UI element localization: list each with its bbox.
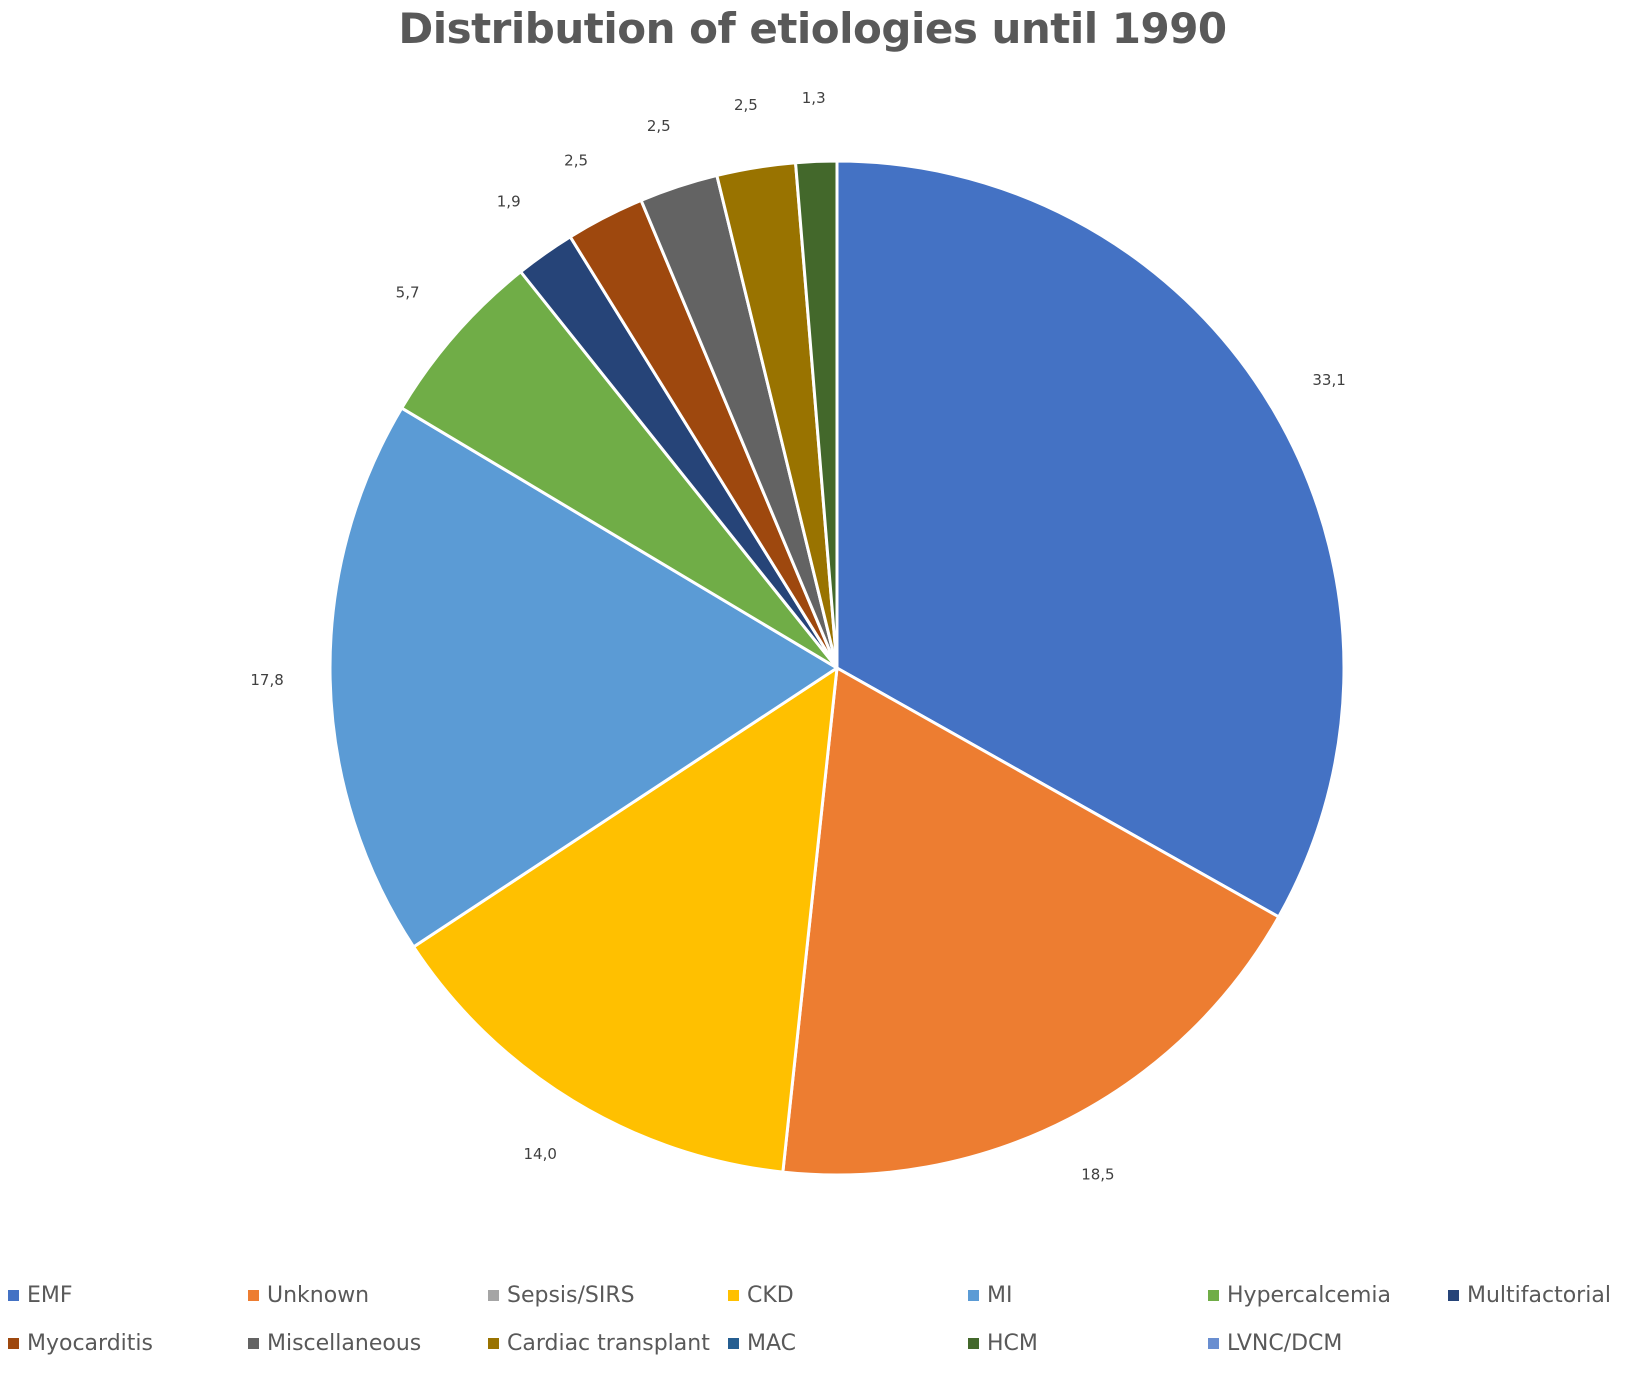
legend-swatch — [1448, 1290, 1459, 1301]
chart-title: Distribution of etiologies until 1990 — [398, 4, 1227, 53]
legend-item-ckd: CKD — [728, 1283, 794, 1308]
legend-item-myocarditis: Myocarditis — [8, 1331, 153, 1356]
legend-label: Cardiac transplant — [507, 1331, 710, 1356]
legend-item-mac: MAC — [728, 1331, 796, 1356]
legend-item-lvnc-dcm: LVNC/DCM — [1208, 1331, 1342, 1356]
legend-label: Miscellaneous — [267, 1331, 422, 1356]
pie-slice-hypercalcemia — [400, 270, 839, 670]
legend-item-hypercalcemia: Hypercalcemia — [1208, 1283, 1391, 1308]
legend-swatch — [968, 1290, 979, 1301]
legend-item-hcm: HCM — [968, 1331, 1038, 1356]
pie-slice-emf — [835, 159, 1346, 919]
legend-item-emf: EMF — [8, 1283, 73, 1308]
legend-swatch — [968, 1338, 979, 1349]
pie-chart: 33,1 18,5 14,0 17,8 5,7 1,9 2,5 2,5 2,5 1,3 — [250, 89, 1346, 1183]
legend-label: Hypercalcemia — [1227, 1283, 1391, 1308]
legend-label: MI — [987, 1283, 1013, 1308]
legend-label: EMF — [27, 1283, 73, 1308]
pie-slice-hcm — [794, 159, 839, 670]
legend-item-multifactorial: Multifactorial — [1448, 1283, 1611, 1308]
legend-swatch — [488, 1290, 499, 1301]
legend-label: Unknown — [267, 1283, 370, 1308]
legend-item-mi: MI — [968, 1283, 1012, 1308]
legend-item-miscellaneous: Miscellaneous — [248, 1331, 421, 1356]
data-label-hypercalcemia: 5,7 — [396, 284, 420, 302]
data-label-mi: 17,8 — [250, 671, 283, 689]
legend-label: CKD — [747, 1283, 794, 1308]
legend-label: Sepsis/SIRS — [507, 1283, 635, 1308]
legend-swatch — [8, 1338, 19, 1349]
data-label-emf: 33,1 — [1312, 371, 1345, 389]
legend-swatch — [728, 1338, 739, 1349]
legend-label: Myocarditis — [27, 1331, 153, 1356]
legend-label: Multifactorial — [1467, 1283, 1611, 1308]
legend-row: EMF Unknown Sepsis/SIRS CKD MI Hypercalcemia M… — [8, 1283, 1620, 1331]
legend-label: MAC — [747, 1331, 797, 1356]
legend-item-sepsis-sirs: Sepsis/SIRS — [488, 1283, 635, 1308]
legend-label: LVNC/DCM — [1227, 1331, 1343, 1356]
legend-swatch — [1208, 1338, 1219, 1349]
pie-data-labels: 33,1 18,5 14,0 17,8 5,7 1,9 2,5 2,5 2,5 1,3 — [250, 89, 1345, 1183]
legend-row: Myocarditis Miscellaneous Cardiac transpla… — [8, 1331, 1620, 1379]
pie-slice-unknown — [781, 666, 1281, 1177]
pie-slice-mi — [328, 406, 839, 949]
legend-swatch — [1208, 1290, 1219, 1301]
legend-item-unknown: Unknown — [248, 1283, 369, 1308]
data-label-cardiac-transplant: 2,5 — [734, 96, 758, 114]
legend-item-cardiac-transplant: Cardiac transplant — [488, 1331, 710, 1356]
legend-swatch — [728, 1290, 739, 1301]
data-label-miscellaneous: 2,5 — [647, 117, 671, 135]
data-label-multifactorial: 1,9 — [497, 193, 521, 211]
legend-swatch — [488, 1338, 499, 1349]
legend-swatch — [248, 1338, 259, 1349]
pie-slices — [328, 159, 1346, 1177]
data-label-ckd: 14,0 — [523, 1145, 556, 1163]
legend-swatch — [248, 1290, 259, 1301]
data-label-myocarditis: 2,5 — [564, 152, 588, 170]
data-label-hcm: 1,3 — [802, 89, 826, 107]
pie-slice-ckd — [412, 666, 839, 1174]
legend: EMF Unknown Sepsis/SIRS CKD MI Hypercalcemia M… — [8, 1283, 1620, 1379]
legend-swatch — [8, 1290, 19, 1301]
legend-label: HCM — [987, 1331, 1038, 1356]
data-label-unknown: 18,5 — [1081, 1165, 1114, 1183]
